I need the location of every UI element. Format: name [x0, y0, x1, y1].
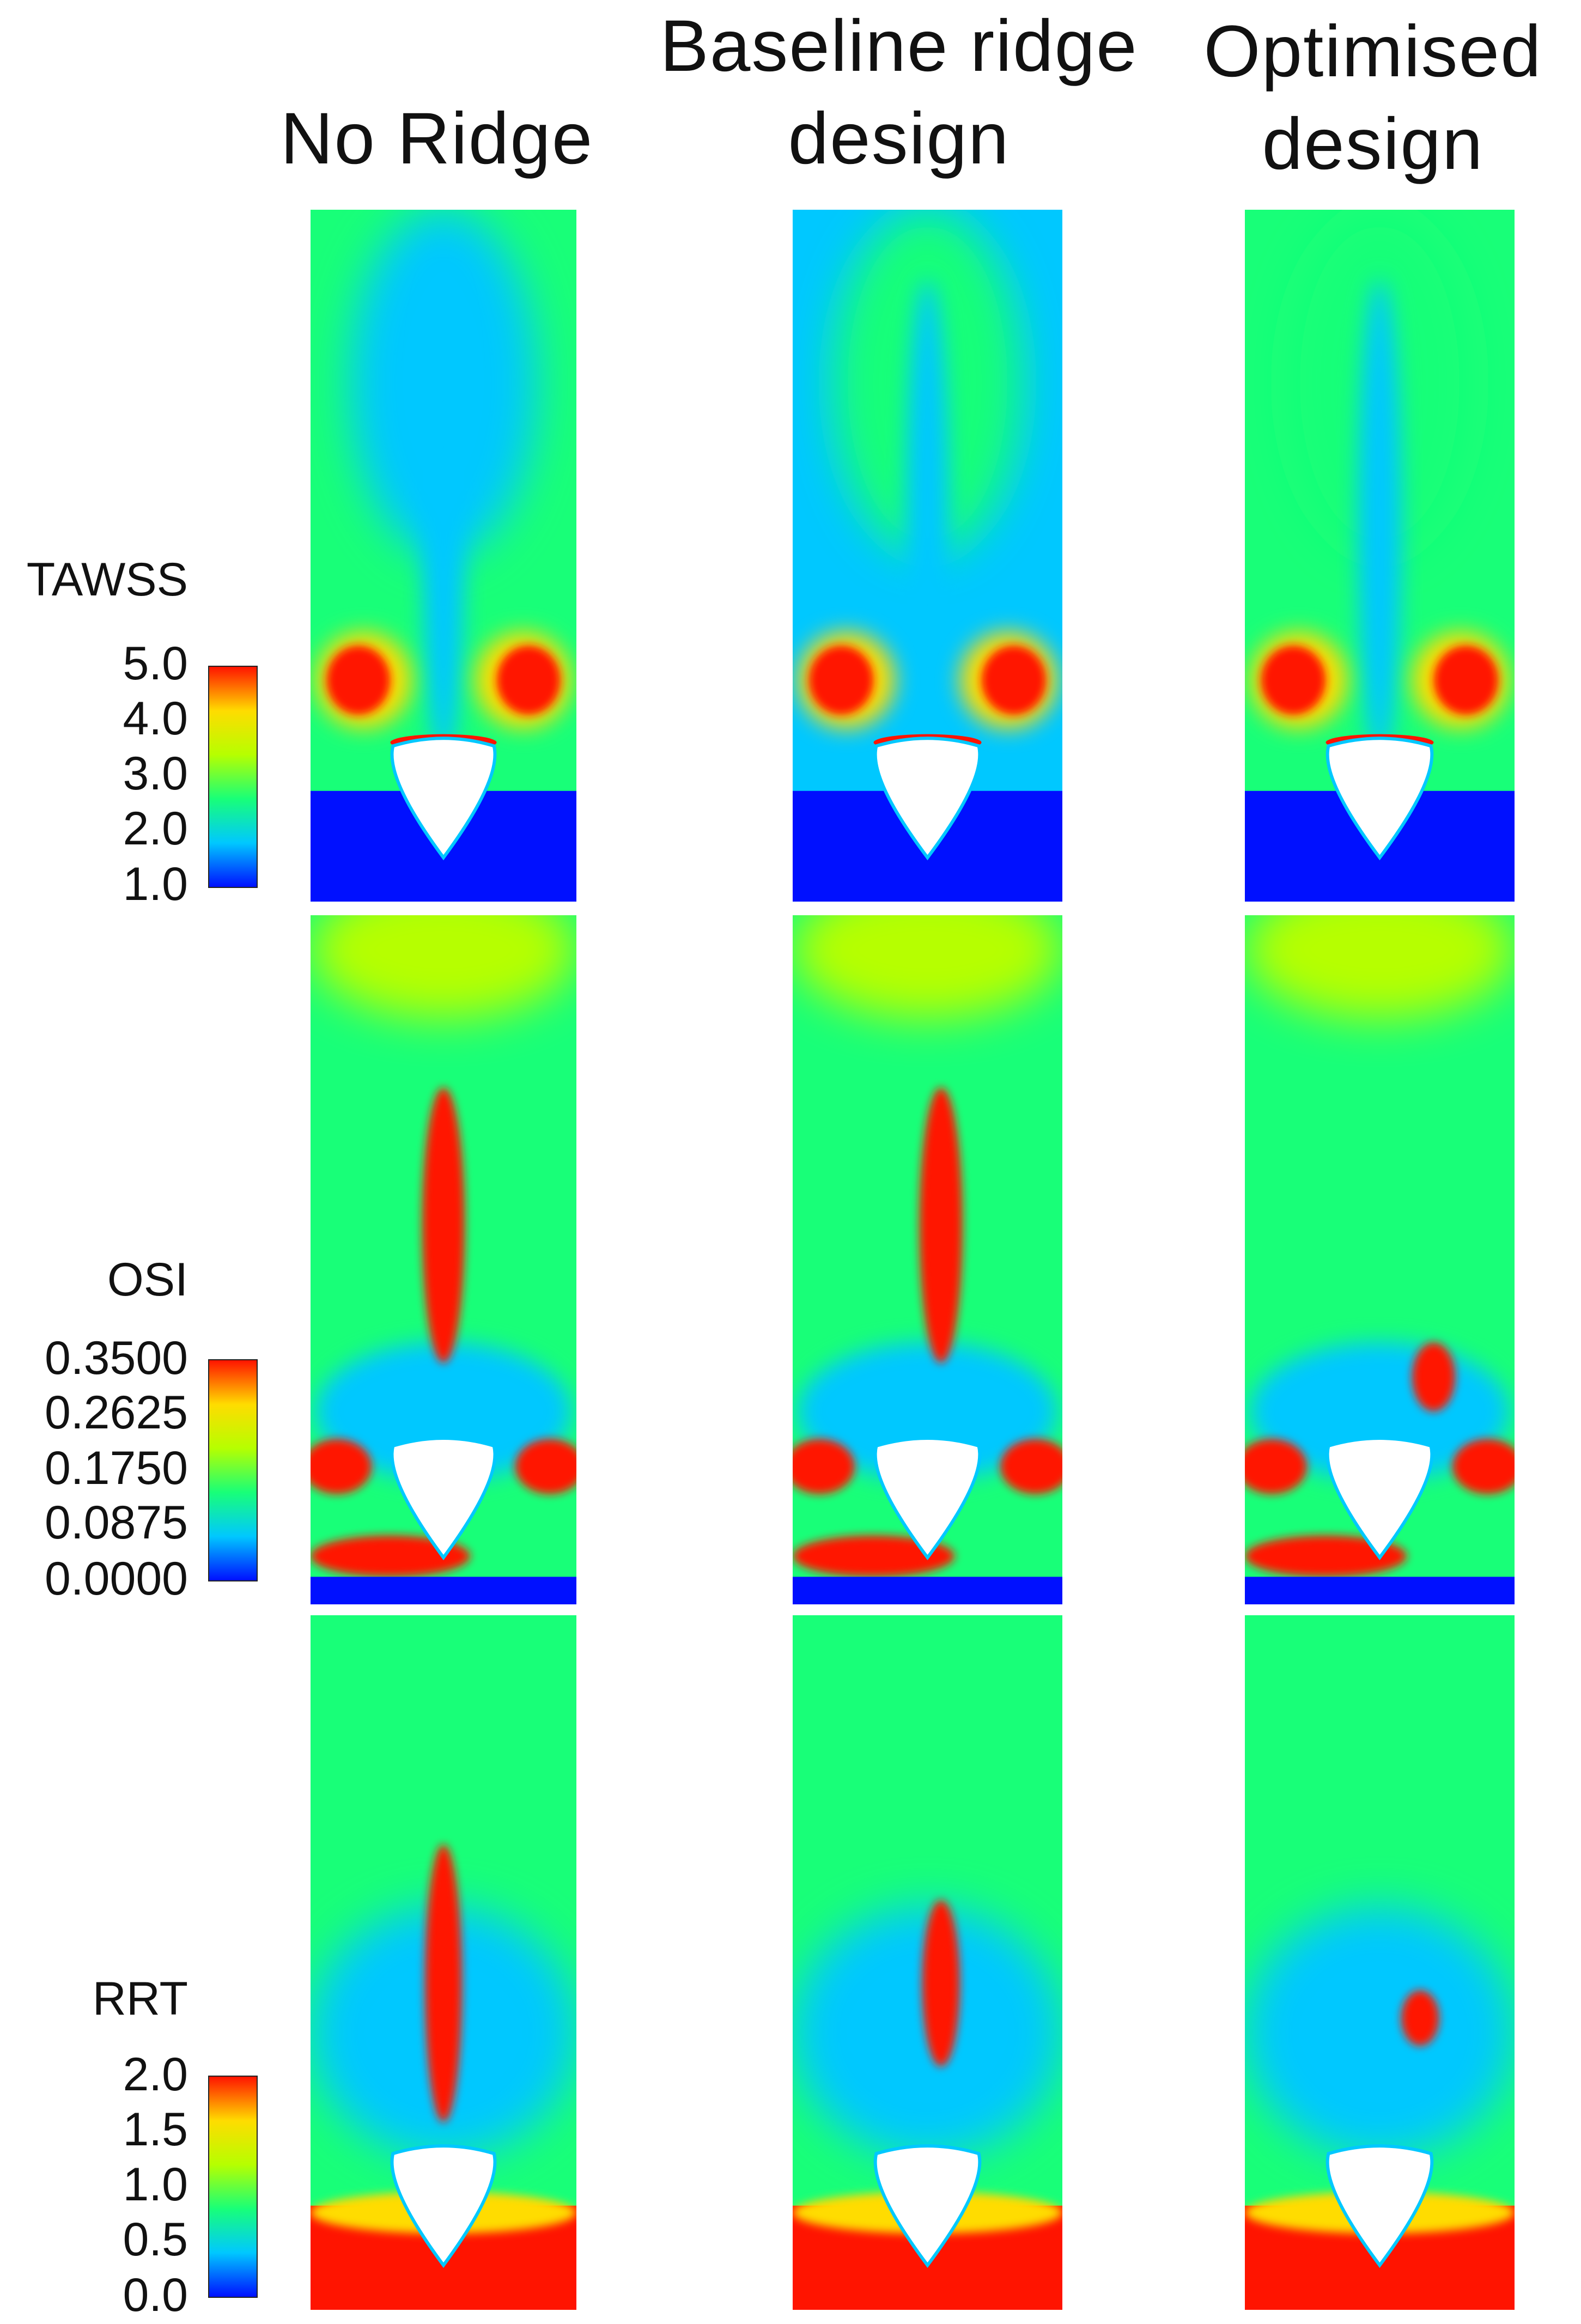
tick-label: 2.0	[123, 2048, 188, 2101]
contour-region	[424, 1844, 463, 2122]
contour-region	[326, 646, 391, 715]
contour-region	[1000, 1439, 1062, 1494]
tick-label: 5.0	[123, 637, 188, 690]
contour-region	[981, 646, 1047, 715]
panel-rrt-optimised	[1245, 1615, 1515, 2310]
field-region	[1245, 1577, 1515, 1604]
contour-region	[1245, 1907, 1515, 2157]
metric-label-tawss: TAWSS	[26, 553, 188, 606]
contour-region	[793, 915, 1062, 1019]
contour-region	[1433, 646, 1499, 715]
column-title-baseline: Baseline ridge design	[646, 0, 1152, 185]
contour-region	[422, 1087, 465, 1364]
contour-region	[311, 1535, 470, 1577]
contour-region	[1452, 1439, 1515, 1494]
tick-label: 0.0000	[44, 1553, 188, 1605]
tick-label: 2.0	[123, 802, 188, 855]
contour-region	[798, 1342, 1057, 1481]
panel-tawss-optimised	[1245, 210, 1515, 902]
contour-region	[315, 1342, 571, 1481]
device-body	[390, 737, 497, 861]
column-title-text: Baseline ridge design	[660, 5, 1138, 179]
device-body	[873, 737, 982, 861]
contour-region	[1261, 646, 1326, 715]
tick-label: 0.3500	[44, 1332, 188, 1384]
device-body	[390, 2144, 497, 2268]
device-body	[390, 1437, 497, 1561]
panel-tawss-baseline	[793, 210, 1062, 902]
tick-label: 0.5	[123, 2213, 188, 2266]
field-region	[311, 1577, 576, 1604]
contour-region	[1245, 915, 1515, 1019]
contour-region	[422, 279, 465, 763]
column-title-no-ridge: No Ridge	[263, 93, 611, 185]
colorbar-osi	[208, 1359, 258, 1581]
column-title-text: Optimised design	[1203, 11, 1542, 185]
column-title-text: No Ridge	[280, 98, 594, 179]
contour-region	[311, 915, 576, 1019]
panel-rrt-no-ridge	[311, 1615, 576, 2310]
field-region	[793, 1577, 1062, 1604]
panel-osi-no-ridge	[311, 915, 576, 1604]
tick-label: 0.1750	[44, 1442, 188, 1494]
colorbar-rrt	[208, 2076, 258, 2298]
tick-label: 1.0	[123, 858, 188, 910]
contour-region	[793, 1439, 855, 1494]
device-body	[1325, 737, 1434, 861]
contour-region	[515, 1439, 576, 1494]
panel-tawss-no-ridge	[311, 210, 576, 902]
contour-region	[905, 279, 950, 763]
tick-label: 1.0	[123, 2158, 188, 2211]
contour-region	[1401, 1990, 1439, 2046]
tick-label: 3.0	[123, 747, 188, 800]
device-body	[873, 1437, 982, 1561]
metric-label-rrt: RRT	[92, 1973, 188, 2025]
contour-region	[1245, 1439, 1307, 1494]
panel-osi-baseline	[793, 915, 1062, 1604]
tick-label: 0.0875	[44, 1496, 188, 1549]
metric-label-osi: OSI	[107, 1254, 188, 1306]
panel-osi-optimised	[1245, 915, 1515, 1604]
device-body	[1325, 2144, 1434, 2268]
panel-rrt-baseline	[793, 1615, 1062, 2310]
contour-region	[1412, 1342, 1456, 1412]
colorbar-tawss	[208, 666, 258, 888]
column-title-optimised: Optimised design	[1166, 5, 1580, 191]
contour-region	[1245, 1535, 1407, 1577]
contour-region	[922, 1900, 960, 2067]
device-body	[873, 2144, 982, 2268]
contour-region	[808, 646, 874, 715]
contour-region	[496, 646, 561, 715]
contour-region	[793, 1535, 954, 1577]
tick-label: 4.0	[123, 692, 188, 745]
contour-region	[919, 1087, 963, 1364]
device-body	[1325, 1437, 1434, 1561]
tick-label: 1.5	[123, 2103, 188, 2156]
tick-label: 0.2625	[44, 1386, 188, 1439]
contour-region	[1358, 279, 1402, 763]
tick-label: 0.0	[123, 2269, 188, 2321]
contour-region	[311, 1439, 372, 1494]
